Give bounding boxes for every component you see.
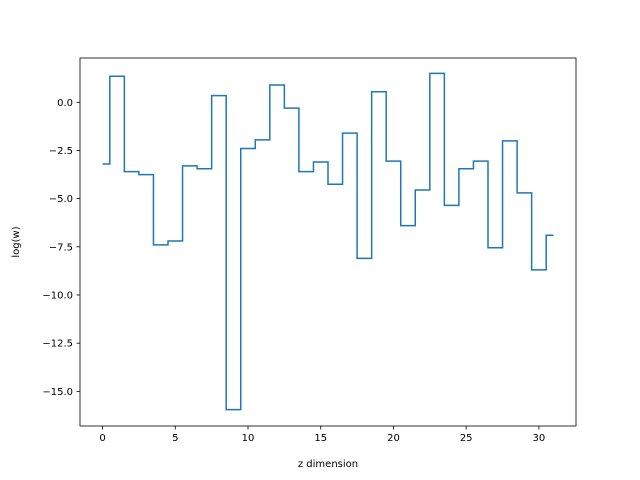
- x-axis-ticks: 0 5 10 15 20 25 30: [99, 426, 545, 444]
- y-tick-label: −2.5: [49, 146, 73, 157]
- y-tick-label: −10.0: [42, 290, 73, 301]
- y-tick-label: −5.0: [49, 194, 73, 205]
- y-tick-label: −15.0: [42, 387, 73, 398]
- plot-area: [80, 58, 576, 426]
- y-tick-label: 0.0: [57, 98, 73, 109]
- x-tick-label: 0: [99, 433, 105, 444]
- y-axis-ticks: 0.0 −2.5 −5.0 −7.5 −10.0 −12.5 −15.0: [42, 98, 80, 398]
- x-tick-label: 20: [387, 433, 400, 444]
- x-tick-label: 30: [533, 433, 546, 444]
- series-layer: [102, 72, 554, 411]
- series-line-0: [102, 72, 554, 411]
- y-axis-label: log(w): [11, 226, 22, 257]
- y-tick-label: −12.5: [42, 339, 73, 350]
- x-tick-label: 10: [242, 433, 255, 444]
- x-axis-label: z dimension: [298, 459, 358, 470]
- x-tick-label: 25: [460, 433, 473, 444]
- x-tick-label: 5: [172, 433, 178, 444]
- y-tick-label: −7.5: [49, 242, 73, 253]
- x-tick-label: 15: [314, 433, 327, 444]
- plot-frame: [79, 57, 577, 427]
